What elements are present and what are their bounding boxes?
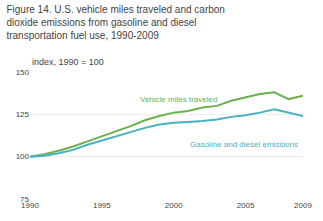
svg-text:2000: 2000 [165,201,183,210]
svg-text:index, 1990 = 100: index, 1990 = 100 [32,57,104,67]
svg-text:1990: 1990 [21,201,39,210]
svg-text:2009: 2009 [294,201,312,210]
svg-text:100: 100 [16,152,30,161]
svg-text:125: 125 [16,110,30,119]
svg-text:2005: 2005 [237,201,255,210]
svg-text:75: 75 [20,195,29,204]
svg-text:Gasoline and diesel emissions: Gasoline and diesel emissions [190,140,298,149]
svg-text:Vehicle miles traveled: Vehicle miles traveled [140,95,217,104]
svg-text:Figure 14. U.S. vehicle miles: Figure 14. U.S. vehicle miles traveled a… [6,4,224,41]
svg-text:150: 150 [16,68,30,77]
svg-text:1995: 1995 [93,201,111,210]
